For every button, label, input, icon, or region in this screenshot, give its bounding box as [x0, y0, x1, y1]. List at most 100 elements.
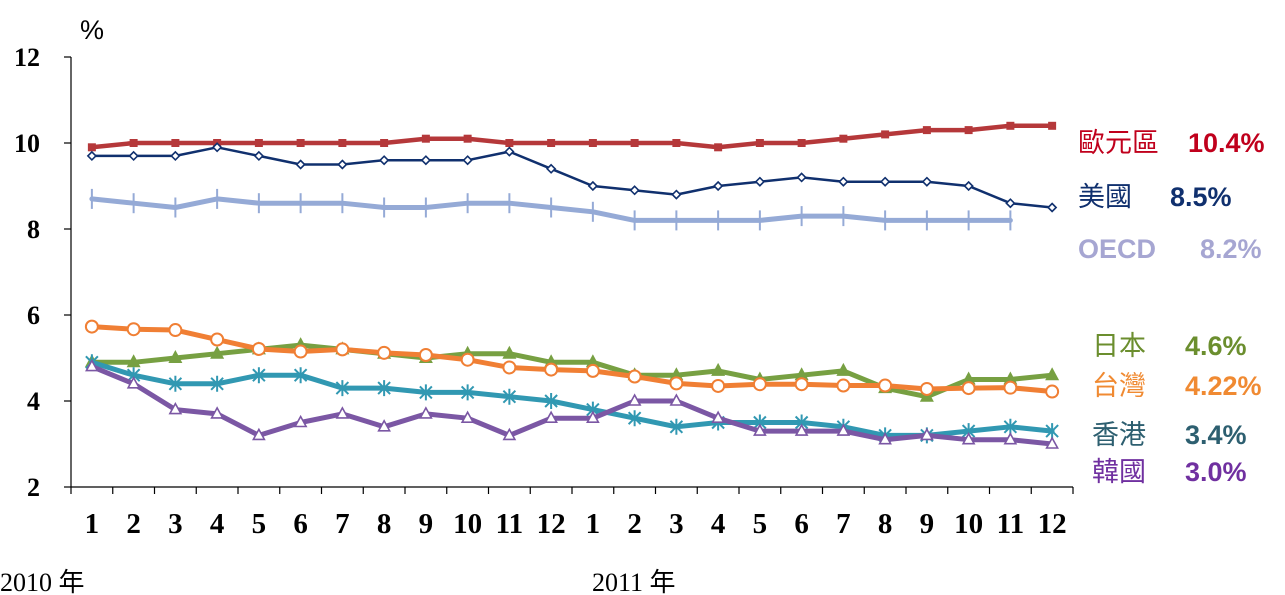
x-tick-label: 12	[1038, 508, 1067, 540]
x-tick-label: 2	[627, 508, 642, 540]
data-point	[964, 126, 973, 135]
y-tick-labels: 12 10 8 6 4 2	[14, 43, 40, 502]
data-point	[463, 134, 472, 143]
data-point	[335, 380, 350, 397]
data-point	[252, 427, 266, 441]
data-point	[128, 150, 139, 162]
data-point	[544, 362, 559, 377]
series-6	[85, 358, 1059, 449]
data-point	[961, 371, 976, 385]
data-point	[377, 345, 392, 360]
data-point	[879, 176, 891, 187]
data-point	[627, 410, 642, 427]
data-point	[920, 427, 934, 441]
year-label-2010: 2010 年	[0, 568, 85, 595]
series-label-value: 3.0%	[1185, 457, 1247, 487]
data-point	[377, 419, 391, 432]
data-point	[794, 423, 809, 436]
series-line	[89, 364, 1055, 447]
data-point	[839, 134, 848, 143]
series-4	[84, 319, 1060, 399]
data-point	[1045, 384, 1060, 399]
data-point	[794, 367, 809, 381]
data-point	[126, 376, 141, 389]
year-label-2011: 2011 年	[592, 568, 676, 595]
data-point	[462, 155, 473, 166]
data-point	[1046, 202, 1058, 213]
data-point	[547, 139, 556, 147]
data-point	[505, 139, 514, 147]
series-5	[85, 354, 1059, 444]
x-tick-label: 9	[419, 508, 434, 540]
data-point	[419, 406, 433, 419]
data-point	[85, 358, 99, 372]
data-point	[460, 384, 475, 401]
series-label-value: 4.6%	[1185, 331, 1247, 361]
data-point	[378, 155, 390, 166]
data-point	[588, 139, 597, 147]
data-point	[627, 393, 642, 406]
series-label-name: 歐元區	[1078, 128, 1159, 159]
data-point	[170, 150, 181, 162]
data-point	[84, 319, 99, 334]
y-axis-unit-label: %	[80, 15, 104, 45]
data-point	[755, 139, 764, 147]
data-point	[377, 380, 391, 397]
x-tick-label: 3	[669, 508, 684, 540]
series-line	[89, 342, 1055, 400]
data-point	[168, 401, 183, 415]
data-point	[672, 139, 681, 147]
series-label-value: 4.22%	[1185, 371, 1262, 401]
data-point	[922, 126, 931, 135]
data-point	[1003, 432, 1018, 445]
series-label-value: 8.5%	[1170, 182, 1232, 212]
data-point	[168, 375, 183, 392]
data-point	[712, 180, 724, 192]
x-tick-label: 6	[293, 508, 308, 540]
data-point	[168, 323, 183, 338]
data-point	[335, 406, 350, 419]
data-point	[544, 393, 558, 409]
series-label-name: 台灣	[1092, 371, 1146, 402]
data-point	[296, 139, 305, 147]
data-point	[380, 139, 389, 147]
data-point	[210, 345, 225, 359]
data-point	[630, 139, 639, 147]
data-point	[669, 418, 684, 435]
data-point	[836, 362, 851, 376]
x-tick-label: 7	[836, 508, 851, 540]
data-point	[1045, 367, 1060, 381]
data-point	[338, 139, 347, 147]
data-point	[881, 130, 890, 139]
series-label-name: 香港	[1092, 420, 1146, 451]
x-tick-label: 2	[126, 508, 141, 540]
y-tick-label: 4	[27, 387, 40, 416]
series-1	[86, 142, 1058, 213]
data-point	[919, 381, 934, 396]
x-tick-label: 11	[997, 508, 1024, 540]
x-tick-label: 5	[753, 508, 768, 540]
data-point	[838, 176, 849, 187]
x-tick-label: 4	[711, 508, 726, 540]
series-label-name: 韓國	[1092, 457, 1146, 488]
data-point	[711, 410, 725, 424]
data-point	[421, 134, 430, 143]
data-point	[669, 376, 684, 391]
x-tick-label: 9	[920, 508, 935, 540]
data-point	[669, 393, 684, 406]
series-label-name: 美國	[1078, 182, 1132, 213]
data-point	[86, 150, 98, 162]
data-point	[836, 423, 851, 436]
y-tick-label: 10	[14, 129, 40, 158]
data-point	[627, 369, 642, 384]
data-point	[420, 155, 432, 166]
data-point	[797, 139, 806, 147]
axes	[64, 56, 1074, 494]
data-point	[961, 432, 976, 445]
series-0	[87, 121, 1057, 152]
data-point	[293, 344, 308, 359]
data-point	[671, 189, 682, 200]
data-point	[714, 143, 723, 152]
data-point	[254, 139, 263, 147]
